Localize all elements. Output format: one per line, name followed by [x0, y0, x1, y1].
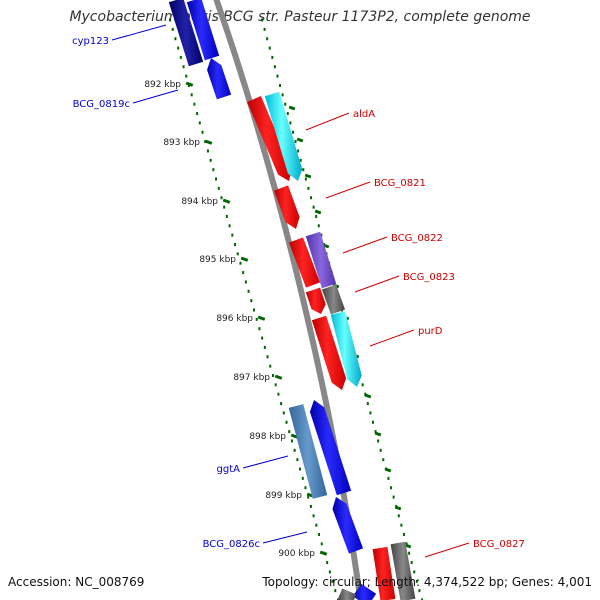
cog-next-reverse — [337, 588, 357, 600]
cog-bcg-0822 — [305, 231, 337, 289]
gene-label: BCG_0821 — [374, 178, 426, 189]
cds-bcg-0827 — [372, 546, 396, 600]
cds-bcg-0826c — [332, 497, 364, 554]
kbp-tick — [290, 433, 299, 439]
outer-tick — [314, 209, 322, 215]
cog-bcg-0827 — [390, 541, 416, 600]
kbp-tick-label: 898 kbp — [249, 432, 286, 442]
label-leader — [354, 275, 400, 293]
kbp-tick — [204, 139, 213, 145]
genome-summary-text: Topology: circular; Length: 4,374,522 bp… — [262, 575, 592, 589]
cds-cyp123 — [186, 0, 220, 61]
label-leader — [111, 24, 167, 41]
label-leader — [242, 455, 289, 469]
cog-ggtA — [288, 404, 328, 499]
outer-tick — [374, 431, 382, 437]
kbp-tick-label: 893 kbp — [163, 138, 200, 148]
kbp-tick — [319, 550, 328, 556]
gene-label: BCG_0826c — [203, 539, 260, 550]
cds-aldA — [247, 96, 292, 181]
label-leader — [262, 531, 308, 544]
outer-tick — [364, 393, 372, 399]
outer-tick — [322, 243, 330, 249]
cog-cyp123 — [168, 0, 204, 67]
gc-content-dots — [169, 18, 423, 600]
cds-next-reverse — [352, 583, 377, 600]
kbp-tick-label: 895 kbp — [199, 255, 236, 265]
outer-tick — [296, 137, 304, 143]
kbp-tick — [274, 374, 283, 380]
gene-label: purD — [418, 326, 443, 337]
accession-text: Accession: NC_008769 — [8, 575, 145, 589]
kbp-tick — [257, 315, 266, 321]
label-leader — [325, 181, 371, 199]
gene-label: aldA — [353, 109, 375, 120]
kbp-tick — [185, 81, 194, 87]
kbp-tick — [240, 256, 249, 262]
kbp-tick — [222, 198, 231, 204]
label-leader — [132, 89, 179, 104]
outer-tick — [404, 543, 412, 549]
outer-tick — [304, 173, 312, 179]
kbp-tick-label: 892 kbp — [144, 80, 181, 90]
cog-aldA — [264, 91, 303, 181]
cog-purD — [330, 311, 362, 387]
gene-label: BCG_0823 — [403, 272, 455, 283]
outer-tick — [288, 105, 296, 111]
cds-bcg-0822 — [288, 237, 321, 288]
gene-label: BCG_0827 — [473, 539, 525, 550]
kbp-tick-label: 899 kbp — [265, 491, 302, 501]
kbp-tick-label: 896 kbp — [216, 314, 253, 324]
label-leader — [305, 112, 350, 131]
gene-labels: aldA BCG_0821 BCG_0822 BCG_0823 purD BCG_0827… — [72, 24, 525, 558]
outer-tick — [384, 467, 392, 473]
gene-label: ggtA — [217, 464, 241, 475]
gene-label: BCG_0822 — [391, 233, 443, 244]
cds-purD — [311, 315, 347, 390]
kbp-ticks: 892 kbp 893 kbp 894 kbp 895 kbp 896 kbp 897 k… — [144, 80, 412, 559]
kbp-tick-label: 897 kbp — [233, 373, 270, 383]
gc-track-inner — [169, 18, 339, 600]
gene-label: BCG_0819c — [73, 99, 130, 110]
cds-bcg-0821 — [273, 185, 300, 229]
outer-tick — [394, 505, 402, 511]
label-leader — [369, 329, 415, 347]
label-leader — [342, 236, 388, 254]
kbp-tick-label: 900 kbp — [278, 549, 315, 559]
cog-bcg-0823 — [321, 284, 346, 315]
gene-features — [168, 0, 416, 600]
cds-ggtA — [309, 400, 352, 496]
gene-label: cyp123 — [72, 36, 109, 47]
cds-bcg-0823 — [305, 287, 326, 314]
label-leader — [424, 542, 470, 558]
kbp-tick-label: 894 kbp — [181, 197, 218, 207]
cds-bcg-0819c — [207, 58, 232, 100]
